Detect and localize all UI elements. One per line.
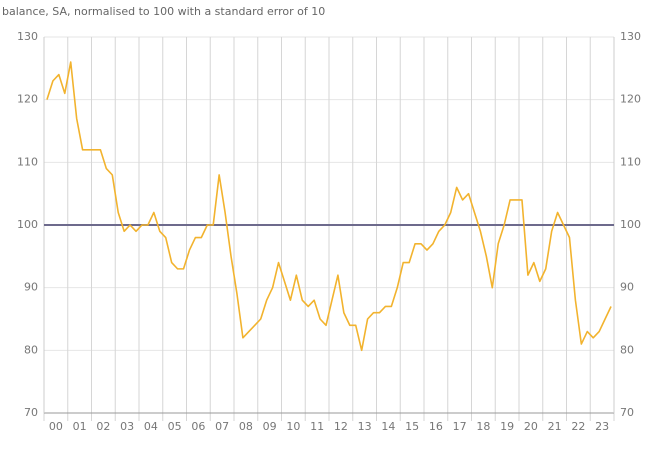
y-tick-label: 110: [17, 155, 38, 168]
x-tick-label: 09: [263, 420, 277, 433]
y-tick-label: 100: [17, 218, 38, 231]
x-tick-label: 01: [73, 420, 87, 433]
x-tick-label: 10: [286, 420, 300, 433]
x-tick-label: 02: [96, 420, 110, 433]
y-tick-label: 120: [17, 93, 38, 106]
x-tick-label: 22: [571, 420, 585, 433]
y-tick-label: 80: [24, 343, 38, 356]
y-tick-label: 70: [24, 406, 38, 419]
y2-tick-label: 80: [620, 343, 634, 356]
data-line: [46, 61, 612, 352]
x-tick-label: 21: [548, 420, 562, 433]
y2-tick-label: 70: [620, 406, 634, 419]
x-tick-label: 00: [49, 420, 63, 433]
y-tick-label: 90: [24, 281, 38, 294]
x-tick-label: 13: [358, 420, 372, 433]
y2-tick-label: 120: [620, 93, 641, 106]
x-tick-label: 11: [310, 420, 324, 433]
x-tick-label: 15: [405, 420, 419, 433]
y2-tick-label: 130: [620, 30, 641, 43]
x-tick-label: 07: [215, 420, 229, 433]
y2-tick-label: 90: [620, 281, 634, 294]
x-tick-label: 08: [239, 420, 253, 433]
x-tick-label: 18: [476, 420, 490, 433]
x-tick-label: 16: [429, 420, 443, 433]
x-tick-label: 04: [144, 420, 158, 433]
x-tick-label: 20: [524, 420, 538, 433]
x-tick-label: 06: [191, 420, 205, 433]
x-tick-label: 19: [500, 420, 514, 433]
x-tick-label: 05: [168, 420, 182, 433]
x-tick-label: 17: [453, 420, 467, 433]
chart-title: balance, SA, normalised to 100 with a st…: [2, 5, 325, 18]
y2-tick-label: 100: [620, 218, 641, 231]
y2-tick-label: 110: [620, 155, 641, 168]
x-tick-label: 14: [381, 420, 395, 433]
y-tick-label: 130: [17, 30, 38, 43]
x-tick-label: 23: [595, 420, 609, 433]
x-tick-label: 12: [334, 420, 348, 433]
x-tick-label: 03: [120, 420, 134, 433]
